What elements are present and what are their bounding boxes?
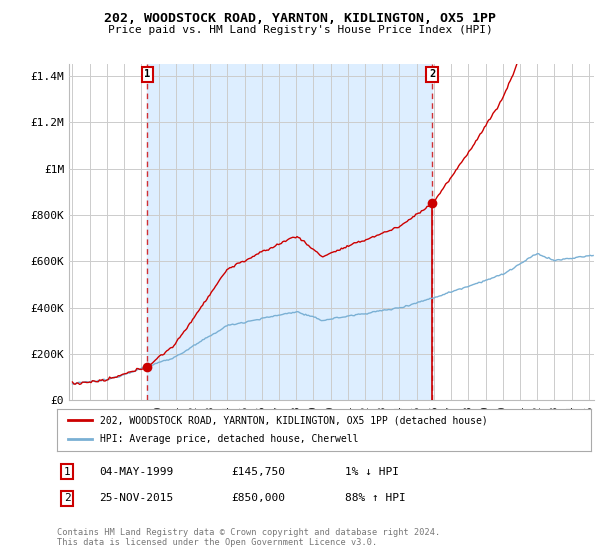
Text: 2: 2 [429, 69, 436, 80]
Text: Contains HM Land Registry data © Crown copyright and database right 2024.
This d: Contains HM Land Registry data © Crown c… [57, 528, 440, 547]
Text: 1% ↓ HPI: 1% ↓ HPI [345, 466, 399, 477]
Text: Price paid vs. HM Land Registry's House Price Index (HPI): Price paid vs. HM Land Registry's House … [107, 25, 493, 35]
Text: £145,750: £145,750 [231, 466, 285, 477]
Text: HPI: Average price, detached house, Cherwell: HPI: Average price, detached house, Cher… [100, 435, 358, 445]
Text: 2: 2 [64, 493, 71, 503]
Text: 202, WOODSTOCK ROAD, YARNTON, KIDLINGTON, OX5 1PP: 202, WOODSTOCK ROAD, YARNTON, KIDLINGTON… [104, 12, 496, 25]
Text: £850,000: £850,000 [231, 493, 285, 503]
Text: 04-MAY-1999: 04-MAY-1999 [99, 466, 173, 477]
Text: 1: 1 [144, 69, 151, 80]
Bar [148, 64, 432, 400]
Text: 88% ↑ HPI: 88% ↑ HPI [345, 493, 406, 503]
Text: 1: 1 [64, 466, 71, 477]
Text: 202, WOODSTOCK ROAD, YARNTON, KIDLINGTON, OX5 1PP (detached house): 202, WOODSTOCK ROAD, YARNTON, KIDLINGTON… [100, 415, 487, 425]
Text: 25-NOV-2015: 25-NOV-2015 [99, 493, 173, 503]
